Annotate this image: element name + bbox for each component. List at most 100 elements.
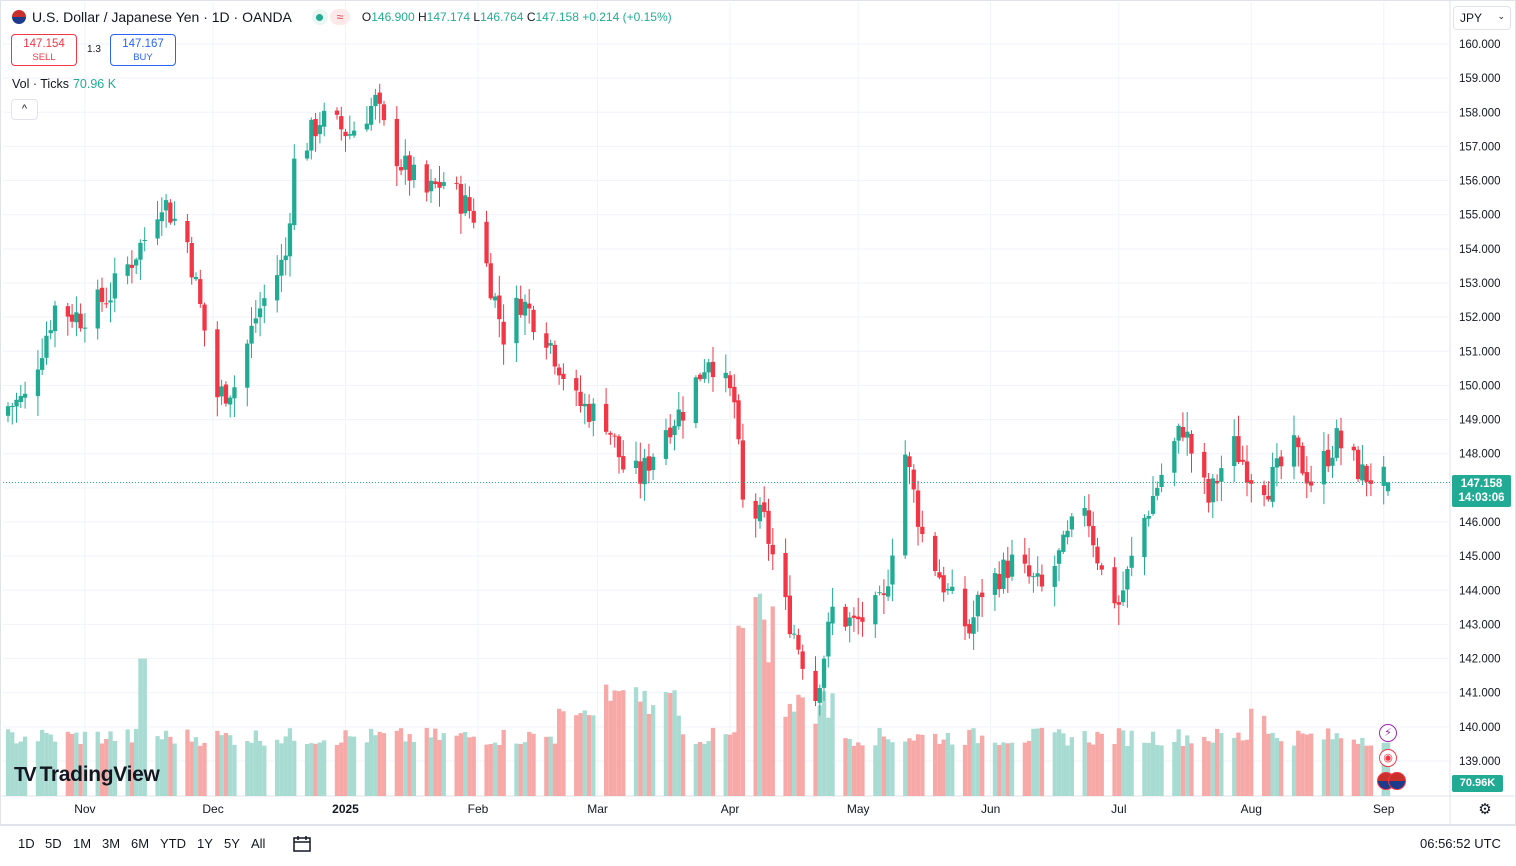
candle-body [82,327,88,329]
candle-body [1035,573,1040,577]
candle-body [668,427,673,438]
candle-body [377,92,382,104]
candle-body [287,223,293,257]
candle-body [1159,474,1164,487]
settings-icon[interactable]: ⚙ [1478,801,1492,818]
economic-events-icon[interactable] [1377,772,1417,792]
collapse-legend-button[interactable]: ^ [11,99,38,120]
candle-body [373,94,378,107]
price-tick-label: 144.000 [1459,585,1501,597]
market-status[interactable]: ≈ [311,9,350,25]
candle-body [971,617,976,634]
volume-bar [65,731,70,796]
volume-bar [1334,733,1339,796]
range-button-all[interactable]: All [251,836,266,851]
volume-bar [1052,732,1057,796]
candle-body [253,318,258,324]
candle-body [104,303,109,305]
candle-body [74,312,79,323]
candle-body [198,279,203,304]
volume-bar [347,736,352,796]
range-button-1d[interactable]: 1D [18,836,35,851]
volume-bar [44,732,49,796]
price-tick-label: 149.000 [1459,415,1501,427]
volume-bar [1291,745,1297,796]
candle-body [817,688,822,703]
candle-body [138,242,143,260]
candle-body [433,181,438,184]
candle-body [676,409,681,427]
ohlc-values: O146.900 H147.174 L146.764 C147.158 +0.2… [361,10,672,24]
candle-body [757,504,763,522]
range-button-5d[interactable]: 5D [45,836,62,851]
candle-body [1189,433,1194,454]
volume-bar [458,733,463,796]
symbol-title[interactable]: U.S. Dollar / Japanese Yen · 1D · OANDA [32,9,292,25]
range-button-1m[interactable]: 1M [73,836,92,851]
lightning-icon[interactable]: ⚡ [1379,724,1397,742]
candle-body [933,535,938,571]
candle-body [1385,482,1391,492]
candle-body [1270,466,1275,502]
volume-bar [1065,745,1070,796]
volume-bar [967,729,972,796]
range-button-5y[interactable]: 5Y [224,836,240,851]
volume-bar [1172,741,1177,796]
price-tick-label: 156.000 [1459,176,1501,188]
candle-body [441,182,446,186]
candle-body [1321,451,1327,485]
range-button-1y[interactable]: 1Y [197,836,213,851]
volume-bar [873,745,878,796]
volume-bar [663,692,669,796]
volume-bar [339,742,344,796]
target-icon[interactable]: ◉ [1379,749,1397,767]
volume-bar [1296,730,1301,796]
candle-body [262,298,267,306]
price-axis[interactable]: 160.000 159.000 158.000 157.000 156.000 155.0… [1459,39,1501,768]
volume-bar [933,733,938,796]
candle-body [215,329,220,398]
volume-bar [74,732,79,796]
candle-body [1086,510,1092,527]
volume-bar [78,744,83,796]
candle-body [155,219,160,239]
candle-body [125,264,130,276]
volume-legend[interactable]: Vol · Ticks 70.96 K [12,77,116,91]
volume-bar [531,733,536,796]
candle-body [574,378,579,391]
volume-bar [228,735,233,796]
clock-utc[interactable]: 06:56:52 UTC [1420,836,1501,851]
range-button-6m[interactable]: 6M [131,836,150,851]
volume-bar [557,708,562,796]
volume-bar [373,735,378,796]
currency-select[interactable]: JPY ⌄ [1453,6,1511,30]
volume-bar [10,732,15,796]
calendar-icon[interactable] [292,834,312,854]
candle-body [843,606,848,627]
buy-button[interactable]: 147.167 BUY [110,34,176,66]
candle-body [1210,478,1215,503]
ohlc-change: +0.214 (+0.15%) [582,10,672,24]
volume-bar [907,738,912,796]
range-button-ytd[interactable]: YTD [160,836,186,851]
volume-bar [886,739,891,796]
candle-body [364,123,369,130]
sell-button[interactable]: 147.154 SELL [11,34,77,66]
range-button-3m[interactable]: 3M [102,836,121,851]
volume-bar [672,690,677,796]
candle-body [518,298,523,315]
candle-body [890,555,895,585]
candle-body [941,575,946,593]
volume-bar [1159,745,1164,796]
volume-bar [1112,744,1117,796]
volume-bar [796,694,801,796]
time-tick-label: 2025 [332,802,359,816]
price-tick-label: 148.000 [1459,449,1501,461]
volume-bar [1326,728,1331,796]
volume-bar [706,741,711,796]
candle-body [582,403,587,407]
volume-bar [1266,733,1271,796]
volume-bar [437,740,442,796]
candle-body [292,158,297,226]
